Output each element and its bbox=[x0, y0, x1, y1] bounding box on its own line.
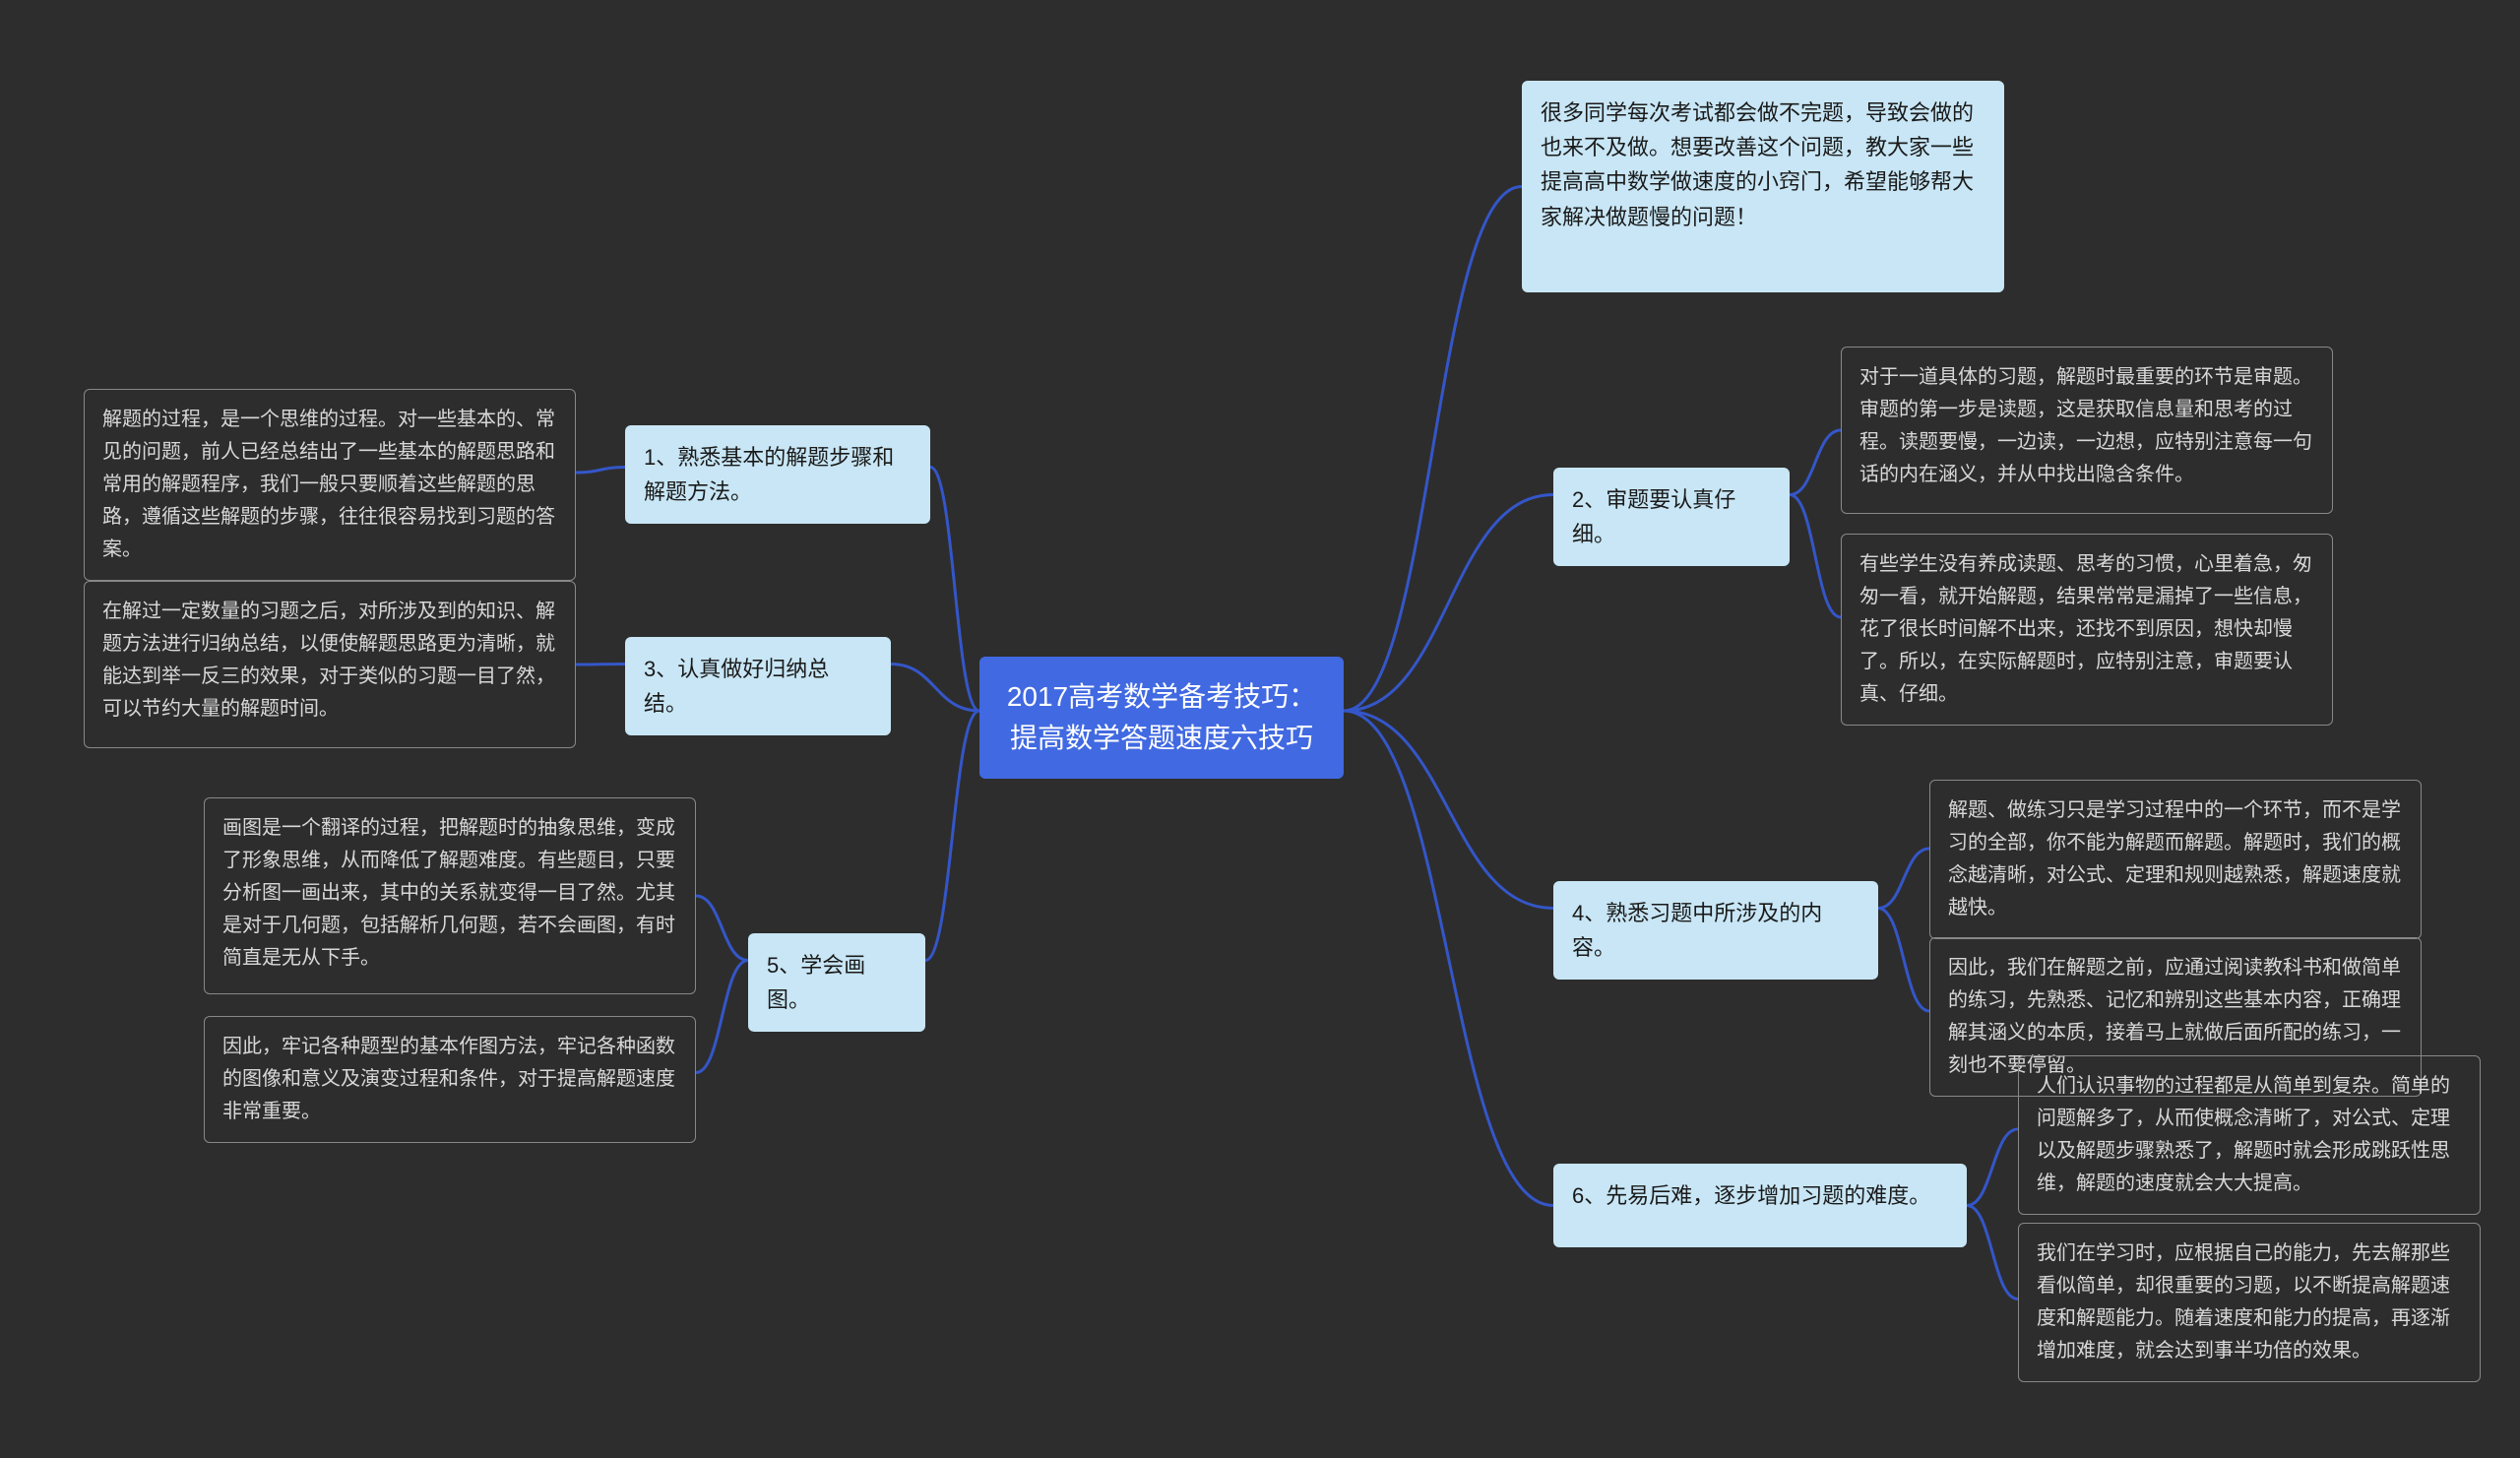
branch-4[interactable]: 4、熟悉习题中所涉及的内容。 bbox=[1553, 881, 1878, 980]
leaf-6-2[interactable]: 我们在学习时，应根据自己的能力，先去解那些看似简单，却很重要的习题，以不断提高解… bbox=[2018, 1223, 2481, 1382]
leaf-2-1[interactable]: 对于一道具体的习题，解题时最重要的环节是审题。审题的第一步是读题，这是获取信息量… bbox=[1841, 347, 2333, 514]
branch-5[interactable]: 5、学会画图。 bbox=[748, 933, 925, 1032]
branch-3[interactable]: 3、认真做好归纳总结。 bbox=[625, 637, 891, 735]
leaf-2-2[interactable]: 有些学生没有养成读题、思考的习惯，心里着急，匆匆一看，就开始解题，结果常常是漏掉… bbox=[1841, 534, 2333, 726]
leaf-1-1[interactable]: 解题的过程，是一个思维的过程。对一些基本的、常见的问题，前人已经总结出了一些基本… bbox=[84, 389, 576, 581]
intro-node[interactable]: 很多同学每次考试都会做不完题，导致会做的也来不及做。想要改善这个问题，教大家一些… bbox=[1522, 81, 2004, 292]
branch-6[interactable]: 6、先易后难，逐步增加习题的难度。 bbox=[1553, 1164, 1967, 1247]
leaf-4-1[interactable]: 解题、做练习只是学习过程中的一个环节，而不是学习的全部，你不能为解题而解题。解题… bbox=[1929, 780, 2422, 939]
leaf-5-1[interactable]: 画图是一个翻译的过程，把解题时的抽象思维，变成了形象思维，从而降低了解题难度。有… bbox=[204, 797, 696, 994]
root-node[interactable]: 2017高考数学备考技巧： 提高数学答题速度六技巧 bbox=[979, 657, 1344, 779]
leaf-6-1[interactable]: 人们认识事物的过程都是从简单到复杂。简单的问题解多了，从而使概念清晰了，对公式、… bbox=[2018, 1055, 2481, 1215]
branch-2[interactable]: 2、审题要认真仔细。 bbox=[1553, 468, 1790, 566]
leaf-3-1[interactable]: 在解过一定数量的习题之后，对所涉及到的知识、解题方法进行归纳总结，以便使解题思路… bbox=[84, 581, 576, 748]
leaf-5-2[interactable]: 因此，牢记各种题型的基本作图方法，牢记各种函数的图像和意义及演变过程和条件，对于… bbox=[204, 1016, 696, 1143]
branch-1[interactable]: 1、熟悉基本的解题步骤和解题方法。 bbox=[625, 425, 930, 524]
